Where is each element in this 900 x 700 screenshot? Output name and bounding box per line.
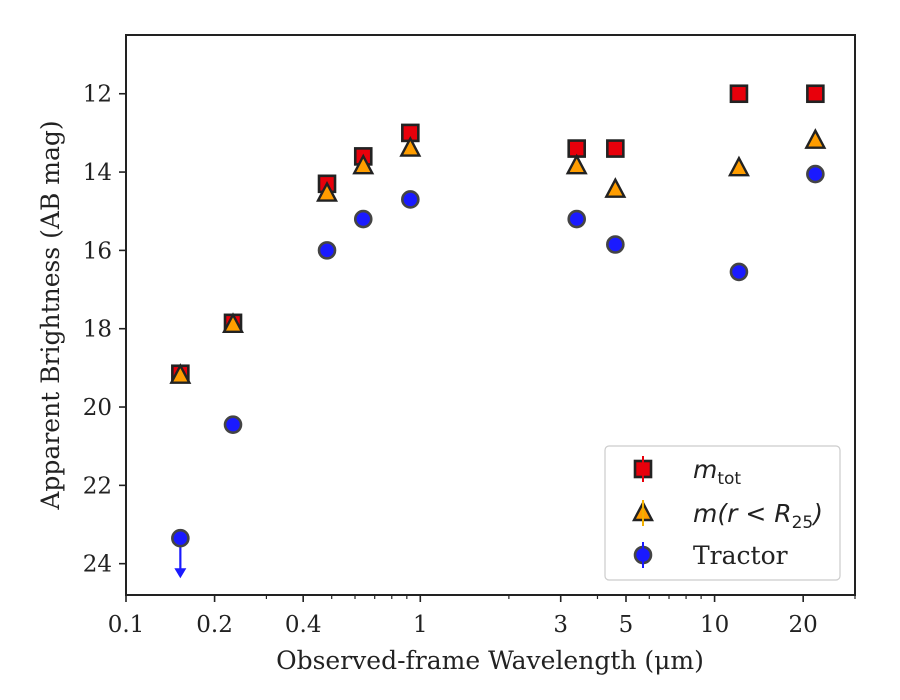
data-point	[727, 155, 750, 177]
y-tick-label: 24	[83, 552, 112, 578]
data-point	[317, 241, 337, 260]
circle-marker	[171, 528, 190, 548]
triangle-marker	[565, 153, 588, 175]
data-point	[401, 190, 420, 209]
data-point	[222, 312, 245, 333]
data-point	[729, 84, 749, 104]
data-point	[316, 181, 339, 202]
data-point	[806, 84, 825, 104]
square-marker	[606, 139, 625, 158]
data-point	[353, 209, 373, 229]
x-tick-label: 3	[553, 612, 568, 638]
data-point	[567, 139, 587, 158]
y-axis-label: Apparent Brightness (AB mag)	[36, 120, 65, 510]
data-point	[223, 415, 243, 434]
data-point	[729, 262, 749, 282]
data-point	[169, 363, 192, 384]
legend-label: Tractor	[693, 541, 788, 570]
y-tick-label: 18	[83, 317, 112, 343]
triangle-marker	[169, 363, 192, 384]
legend-label: mtot	[693, 455, 741, 489]
x-axis: 0.1 0.2 0.4 1 3 5 10 20	[108, 595, 856, 638]
y-tick-label: 16	[83, 238, 112, 264]
triangle-marker	[727, 155, 750, 177]
legend-label: m(r < R25)	[693, 499, 823, 533]
legend: mtot m(r < R25) Tractor	[604, 445, 841, 581]
x-tick-label: 0.4	[285, 612, 322, 638]
series-3	[171, 164, 825, 579]
data-point	[604, 177, 627, 198]
triangle-marker	[604, 177, 627, 198]
circle-marker	[567, 209, 587, 229]
x-tick-label: 1	[413, 612, 428, 638]
y-tick-label: 12	[83, 82, 112, 108]
data-point	[606, 139, 625, 158]
square-marker	[806, 84, 825, 104]
plot-frame	[125, 34, 856, 596]
circle-marker	[223, 415, 243, 434]
y-tick-label: 14	[83, 160, 112, 186]
x-tick-label: 5	[619, 612, 634, 638]
triangle-marker	[399, 136, 422, 157]
y-tick-label: 20	[83, 395, 112, 421]
data-point	[565, 153, 588, 175]
x-axis-label: Observed-frame Wavelength (μm)	[276, 646, 704, 675]
data-point	[171, 528, 190, 548]
x-tick-label: 10	[700, 612, 729, 638]
upper-limit-arrowhead	[174, 568, 187, 579]
data-point	[804, 128, 827, 149]
data-point	[399, 136, 422, 157]
legend-box	[604, 445, 841, 581]
series-1	[171, 84, 825, 384]
data-point	[352, 153, 375, 175]
circle-marker	[317, 241, 337, 260]
chart-marks	[169, 84, 827, 579]
triangle-marker	[352, 153, 375, 175]
triangle-marker	[804, 128, 827, 149]
y-axis: 12 14 16 18 20 22 24	[83, 82, 126, 578]
triangle-marker	[316, 181, 339, 202]
circle-marker	[353, 209, 373, 229]
circle-marker	[401, 190, 420, 209]
data-point	[567, 209, 587, 229]
data-point	[606, 235, 625, 254]
data-point	[806, 164, 825, 184]
x-tick-label: 0.2	[196, 612, 233, 638]
triangle-marker	[222, 312, 245, 333]
x-tick-label: 20	[789, 612, 818, 638]
y-tick-label: 22	[83, 473, 112, 499]
x-tick-label: 0.1	[108, 612, 145, 638]
circle-marker	[606, 235, 625, 254]
series-2	[169, 128, 827, 384]
circle-marker	[806, 164, 825, 184]
square-marker	[729, 84, 749, 104]
circle-marker	[729, 262, 749, 282]
